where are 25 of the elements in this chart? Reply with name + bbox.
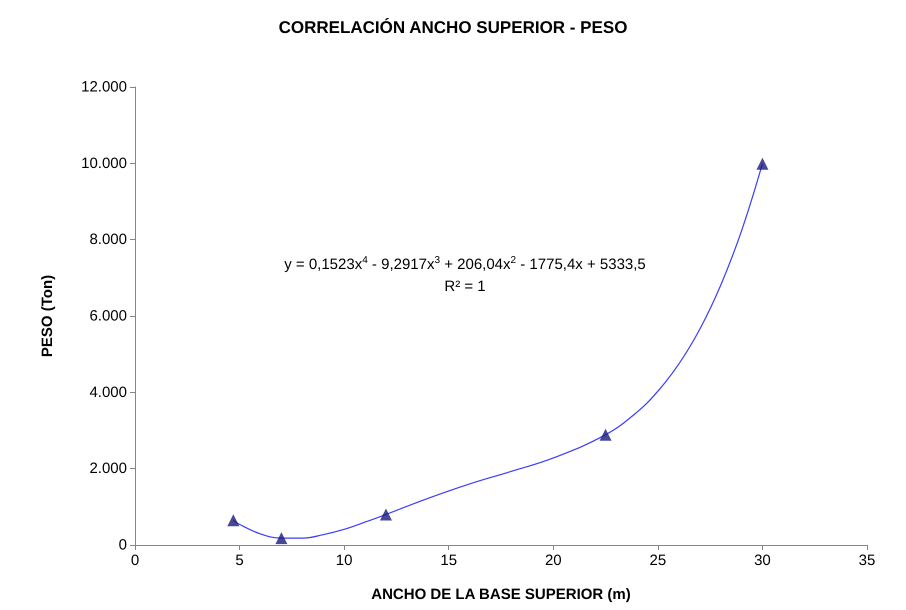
y-tick-label: 10.000 — [81, 154, 127, 172]
point — [275, 532, 288, 544]
x-axis-title: ANCHO DE LA BASE SUPERIOR (m) — [371, 586, 631, 603]
point — [600, 428, 612, 441]
chart-title: CORRELACIÓN ANCHO SUPERIOR - PESO — [278, 17, 628, 37]
y-axis-title: PESO (Ton) — [39, 274, 56, 358]
y-tick-label: 2.000 — [89, 460, 127, 478]
x-tick-label: 5 — [235, 552, 244, 569]
x-tick-label: 20 — [544, 552, 562, 569]
x-tick-label: 10 — [336, 552, 352, 569]
y-tick-label: 4.000 — [89, 384, 127, 401]
x-tick-label: 0 — [130, 552, 140, 569]
annotation: y = 0,1523x$^{4}$ - 9,2917x$^{3}$ + 206,04x$^{2}$ - 1775,4x + 5333,5 — [283, 254, 647, 275]
x-tick-label: 15 — [440, 552, 458, 569]
x-tick-label: 30 — [754, 552, 771, 569]
y-tick-label: 0 — [118, 536, 127, 554]
x-tick-label: 25 — [650, 552, 666, 569]
point — [227, 514, 240, 526]
annotation: R² = 1 — [443, 277, 487, 297]
x-tick-label: 35 — [858, 552, 876, 569]
y-tick-label: 6.000 — [89, 308, 127, 324]
point — [380, 508, 392, 520]
y-tick-label: 8.000 — [89, 231, 127, 248]
point — [756, 158, 768, 170]
y-tick-label: 12.000 — [81, 78, 127, 96]
